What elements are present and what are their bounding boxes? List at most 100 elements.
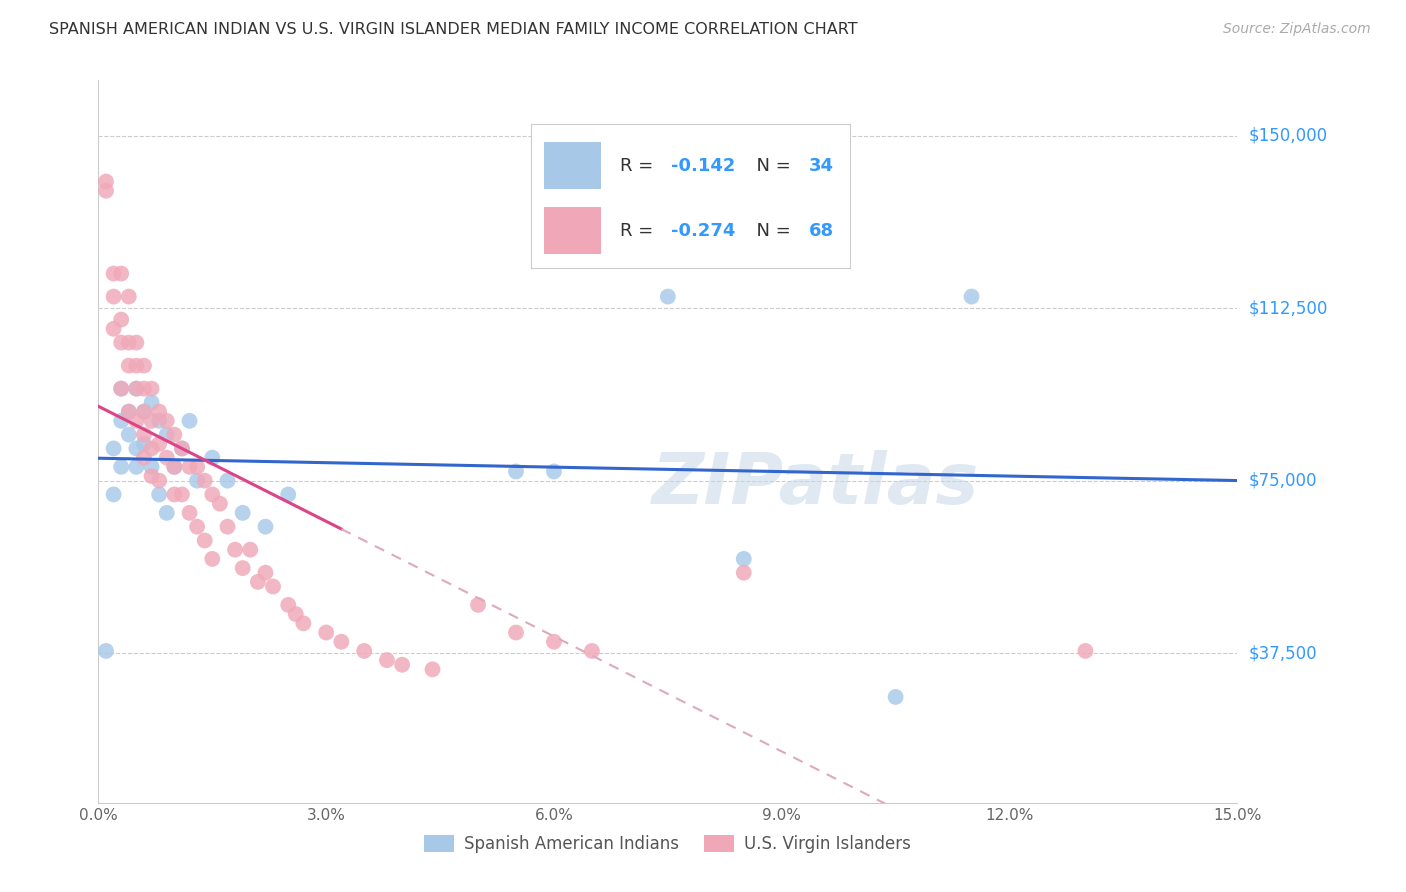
Point (163, 487, 186, 501)
Point (125, 335, 148, 350)
Point (170, 487, 193, 501)
Point (217, 519, 239, 533)
Point (262, 580, 284, 594)
Point (132, 382, 155, 396)
Point (163, 459, 186, 474)
Point (246, 574, 269, 589)
Point (156, 414, 179, 428)
Point (375, 653, 398, 667)
Point (125, 382, 148, 396)
Point (148, 437, 170, 451)
Point (94, 175, 117, 189)
Point (581, 644, 603, 658)
Point (125, 382, 148, 396)
Point (103, 267, 125, 281)
Point (733, 566, 755, 580)
Point (125, 459, 148, 474)
Point (94, 644, 117, 658)
Point (543, 465, 565, 479)
Point (505, 625, 527, 640)
Point (141, 395, 163, 409)
Point (132, 450, 155, 465)
Point (103, 289, 125, 303)
Point (148, 487, 170, 501)
Point (141, 414, 163, 428)
Point (141, 382, 163, 396)
Point (141, 442, 163, 456)
Point (125, 414, 148, 428)
Point (194, 474, 217, 488)
Point (422, 662, 444, 676)
Point (505, 465, 527, 479)
Point (960, 289, 983, 303)
Text: ZIPatlas: ZIPatlas (652, 450, 980, 519)
Point (657, 289, 679, 303)
Point (156, 427, 179, 442)
Point (103, 322, 125, 336)
Point (141, 459, 163, 474)
Point (277, 598, 299, 612)
Text: $75,000: $75,000 (1249, 472, 1317, 490)
Point (103, 442, 125, 456)
Point (132, 404, 155, 418)
Point (201, 552, 224, 566)
Point (170, 442, 193, 456)
Point (118, 289, 141, 303)
Point (132, 427, 155, 442)
Text: $112,500: $112,500 (1249, 299, 1327, 317)
Point (179, 506, 201, 520)
Point (194, 533, 217, 548)
Point (179, 459, 201, 474)
Legend: Spanish American Indians, U.S. Virgin Islanders: Spanish American Indians, U.S. Virgin Is… (418, 828, 918, 860)
Point (132, 404, 155, 418)
Point (118, 335, 141, 350)
Point (132, 437, 155, 451)
Point (163, 427, 186, 442)
Point (103, 487, 125, 501)
Point (733, 552, 755, 566)
Point (201, 487, 224, 501)
Point (277, 487, 299, 501)
Point (118, 427, 141, 442)
Point (232, 506, 254, 520)
Text: SPANISH AMERICAN INDIAN VS U.S. VIRGIN ISLANDER MEDIAN FAMILY INCOME CORRELATION: SPANISH AMERICAN INDIAN VS U.S. VIRGIN I… (49, 22, 858, 37)
Point (125, 442, 148, 456)
Point (118, 404, 141, 418)
Point (163, 459, 186, 474)
Point (156, 450, 179, 465)
Point (543, 634, 565, 648)
Text: $150,000: $150,000 (1249, 127, 1327, 145)
Point (141, 469, 163, 483)
Point (467, 598, 489, 612)
Point (315, 625, 337, 640)
Point (353, 644, 375, 658)
Point (224, 542, 246, 557)
Point (201, 450, 224, 465)
Point (292, 616, 315, 631)
Point (330, 634, 353, 648)
Point (186, 459, 208, 474)
Point (118, 359, 141, 373)
Point (232, 561, 254, 575)
Point (110, 459, 132, 474)
Point (1074, 644, 1097, 658)
Point (208, 497, 231, 511)
Point (110, 267, 132, 281)
Point (118, 404, 141, 418)
Point (110, 414, 132, 428)
Point (179, 414, 201, 428)
Point (254, 519, 277, 533)
Point (217, 474, 239, 488)
Point (125, 359, 148, 373)
Point (148, 404, 170, 418)
Text: Source: ZipAtlas.com: Source: ZipAtlas.com (1223, 22, 1371, 37)
Point (391, 657, 413, 672)
Point (148, 414, 170, 428)
Point (884, 690, 907, 704)
Point (148, 474, 170, 488)
Point (132, 359, 155, 373)
Point (110, 335, 132, 350)
Text: $37,500: $37,500 (1249, 644, 1317, 662)
Point (186, 474, 208, 488)
Point (110, 382, 132, 396)
